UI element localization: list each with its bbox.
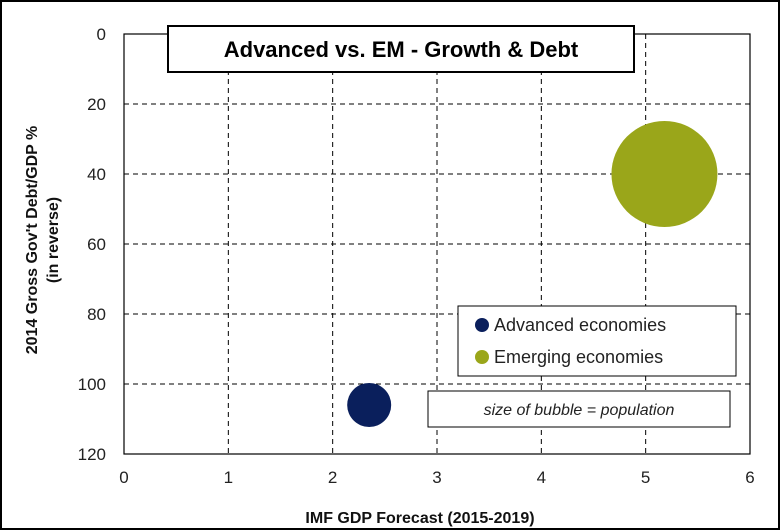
y-axis-title: 2014 Gross Gov't Debt/GDP % [24,126,41,354]
title-box [167,25,635,73]
x-tick-label: 5 [641,468,650,487]
y-axis-subtitle: (in reverse) [45,197,62,283]
y-tick-label: 120 [78,445,106,464]
y-tick-label: 40 [87,165,106,184]
grid [124,34,750,454]
x-axis-title: IMF GDP Forecast (2015-2019) [305,510,534,527]
bubble-size-note: size of bubble = population [484,402,675,419]
y-tick-label: 20 [87,95,106,114]
x-tick-label: 0 [119,468,128,487]
y-tick-label: 0 [97,25,106,44]
x-tick-label: 2 [328,468,337,487]
annotation-box [427,390,731,428]
legend-marker-advanced [475,318,489,332]
chart-title: Advanced vs. EM - Growth & Debt [224,37,579,62]
legend-label-emerging: Emerging economies [494,347,663,367]
y-tick-label: 100 [78,375,106,394]
x-tick-label: 6 [745,468,754,487]
x-tick-label: 4 [537,468,546,487]
legend-box [457,305,737,377]
legend-marker-emerging [475,350,489,364]
bubbles [347,121,718,427]
x-tick-label: 1 [224,468,233,487]
y-tick-label: 60 [87,235,106,254]
bubble-emerging [611,121,718,227]
legend-label-advanced: Advanced economies [494,315,666,335]
x-tick-label: 3 [432,468,441,487]
y-tick-label: 80 [87,305,106,324]
bubble-advanced [347,383,392,427]
